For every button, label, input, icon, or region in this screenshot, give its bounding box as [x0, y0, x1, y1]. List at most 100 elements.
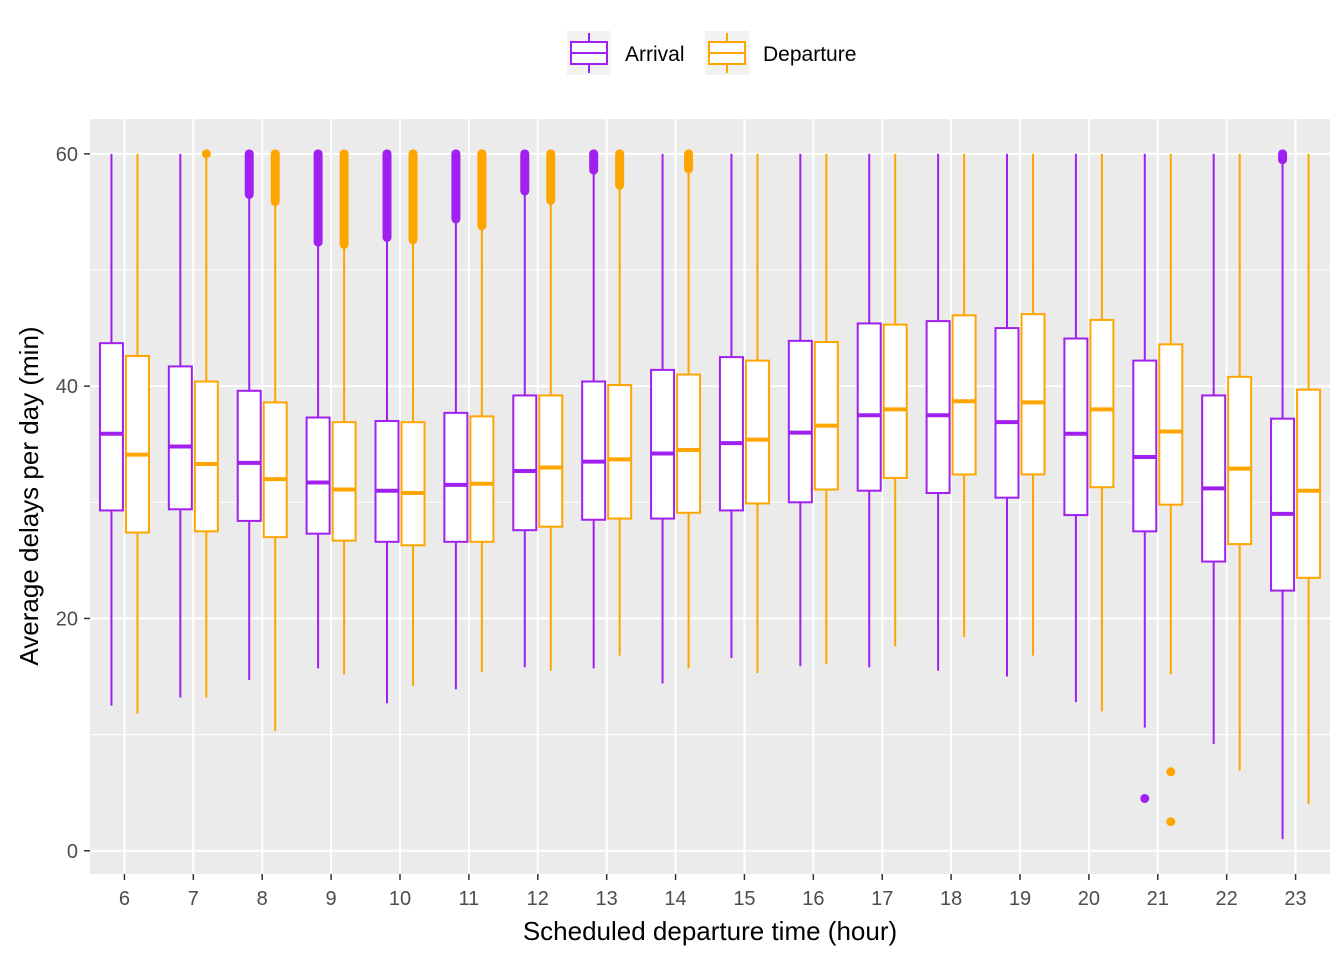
legend-label: Arrival — [625, 43, 685, 66]
box-departure-15 — [744, 153, 770, 674]
legend-item-arrival: Arrival — [567, 31, 685, 75]
box-body — [787, 339, 813, 504]
x-tick-label: 7 — [188, 888, 199, 910]
legend-label: Departure — [763, 43, 856, 66]
outlier-band — [270, 149, 280, 206]
box-body — [469, 415, 495, 543]
box-body — [512, 394, 538, 532]
box-body — [650, 368, 676, 520]
box-departure-16 — [813, 153, 839, 664]
box-arrival-23 — [1270, 149, 1296, 840]
box-departure-8 — [262, 149, 288, 732]
outlier-band — [339, 149, 349, 249]
box-departure-10 — [400, 149, 426, 686]
box-departure-9 — [331, 149, 357, 675]
outlier-point — [201, 149, 211, 159]
box-arrival-14 — [650, 153, 676, 684]
box-departure-14 — [676, 149, 702, 669]
x-tick-label: 22 — [1216, 888, 1238, 910]
box-departure-23 — [1296, 153, 1322, 805]
box-departure-21 — [1158, 153, 1184, 827]
outlier-band — [589, 149, 599, 175]
x-tick-label: 9 — [326, 888, 337, 910]
box-departure-17 — [882, 153, 908, 647]
box-body — [400, 421, 426, 547]
box-body — [856, 322, 882, 492]
outlier-point — [1166, 767, 1176, 777]
outlier-band — [451, 149, 461, 224]
box-arrival-19 — [994, 153, 1020, 677]
outlier-band — [1278, 149, 1288, 165]
box-arrival-7 — [167, 153, 193, 698]
box-arrival-6 — [98, 153, 124, 706]
box-body — [331, 421, 357, 542]
box-series — [98, 149, 1322, 840]
outlier-band — [477, 149, 487, 231]
box-arrival-11 — [443, 149, 469, 690]
outlier-band — [244, 149, 254, 199]
outlier-band — [546, 149, 556, 205]
box-body — [1158, 343, 1184, 506]
box-departure-18 — [951, 153, 977, 638]
box-arrival-10 — [374, 149, 400, 704]
outlier-point — [1140, 794, 1150, 803]
outlier-band — [313, 149, 323, 247]
box-body — [1020, 313, 1046, 476]
x-tick-label: 12 — [527, 888, 549, 910]
box-departure-6 — [124, 153, 150, 714]
outlier-band — [382, 149, 392, 242]
box-departure-22 — [1227, 153, 1253, 771]
plot-panel — [90, 119, 1330, 874]
box-arrival-22 — [1201, 153, 1227, 744]
y-axis-title: Average delays per day (min) — [14, 326, 44, 665]
outlier-point — [1166, 817, 1176, 827]
box-body — [813, 341, 839, 491]
y-axis: 0 20 40 60 — [56, 144, 90, 863]
box-body — [951, 314, 977, 476]
box-departure-7 — [193, 149, 219, 698]
x-tick-label: 17 — [871, 888, 893, 910]
box-body — [1201, 394, 1227, 563]
box-body — [262, 401, 288, 539]
x-tick-label: 15 — [733, 888, 755, 910]
x-tick-label: 18 — [940, 888, 962, 910]
box-arrival-16 — [787, 153, 813, 667]
x-tick-label: 16 — [802, 888, 824, 910]
box-body — [676, 373, 702, 514]
box-body — [744, 359, 770, 505]
x-tick-label: 6 — [119, 888, 130, 910]
x-tick-label: 8 — [257, 888, 268, 910]
box-body — [374, 420, 400, 543]
box-body — [1296, 388, 1322, 579]
box-body — [167, 365, 193, 511]
box-body — [193, 380, 219, 533]
box-arrival-9 — [305, 149, 331, 669]
box-departure-13 — [607, 149, 633, 656]
x-tick-label: 11 — [459, 888, 480, 910]
box-body — [718, 356, 744, 512]
box-body — [1132, 359, 1158, 533]
box-departure-20 — [1089, 153, 1115, 712]
y-tick-label: 40 — [56, 376, 78, 398]
box-body — [607, 383, 633, 520]
outlier-band — [684, 149, 694, 174]
legend-item-departure: Departure — [705, 31, 856, 75]
x-axis: 6 7 8 9 10 11 12 13 14 15 16 17 18 19 20 21 22 23 — [119, 874, 1307, 910]
box-body — [1063, 337, 1089, 517]
y-tick-label: 60 — [56, 144, 78, 166]
box-body — [882, 323, 908, 479]
box-departure-11 — [469, 149, 495, 672]
y-tick-label: 0 — [67, 841, 78, 863]
box-departure-19 — [1020, 153, 1046, 656]
box-body — [1270, 417, 1296, 592]
y-tick-label: 20 — [56, 608, 78, 630]
x-axis-title: Scheduled departure time (hour) — [523, 916, 897, 946]
box-body — [581, 380, 607, 521]
box-arrival-13 — [581, 149, 607, 669]
box-body — [925, 320, 951, 495]
box-arrival-18 — [925, 153, 951, 671]
box-arrival-21 — [1132, 153, 1158, 803]
box-body — [305, 416, 331, 535]
legend: Arrival Departure — [567, 31, 856, 75]
